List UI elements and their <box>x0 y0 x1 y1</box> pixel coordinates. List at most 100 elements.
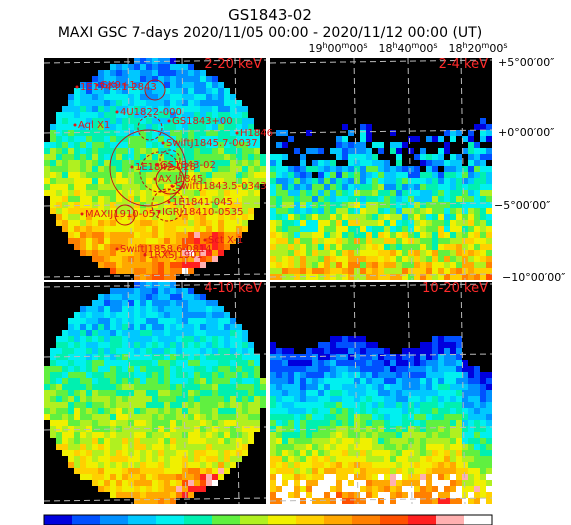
source-marker <box>167 119 171 123</box>
source-marker <box>157 210 161 214</box>
grid-line-dec <box>269 426 493 431</box>
source-marker <box>167 200 171 204</box>
colorbar <box>43 514 493 525</box>
source-label: SwiftJ1858.6-0814 <box>120 244 212 255</box>
colorbar-swatch <box>380 515 409 525</box>
dec-label-0: +0°00′00″ <box>498 126 554 139</box>
source-marker <box>75 85 79 89</box>
colorbar-swatch <box>100 515 129 525</box>
source-label: 1E1841-045 <box>172 197 233 208</box>
colorbar-swatch <box>240 515 269 525</box>
source-label: H1846 <box>240 128 273 139</box>
grid-line-dec <box>43 202 267 207</box>
grid-line-ra <box>234 281 240 505</box>
source-label: GS1843+00 <box>172 116 233 127</box>
source-label: SwiftJ1845.7-0037 <box>166 138 258 149</box>
source-circle <box>137 115 163 141</box>
grid-line-dec <box>269 283 493 288</box>
coordinate-grid <box>43 57 493 505</box>
grid-line-dec <box>43 273 267 278</box>
grid-line-ra <box>407 57 413 281</box>
grid-line-dec <box>269 59 493 64</box>
ra-tick-labels: 19h00m00s 18h40m00s 18h20m00s <box>308 41 507 56</box>
source-label: 4U1822-000 <box>120 107 182 118</box>
colorbar-swatch <box>268 515 297 525</box>
colorbar-swatch <box>128 515 157 525</box>
colorbar-swatch <box>296 515 325 525</box>
grid-line-ra <box>460 281 466 505</box>
grid-line-ra <box>353 281 359 505</box>
source-circle <box>159 149 181 171</box>
grid-line-dec <box>43 283 267 288</box>
source-circle <box>109 129 187 207</box>
source-marker <box>153 177 157 181</box>
source-label: GX9+1 <box>100 80 136 91</box>
grid-line-ra <box>127 57 133 281</box>
grid-line-ra <box>234 57 240 281</box>
ra-tick-label: 18h40m00s <box>378 41 437 56</box>
source-circle <box>114 204 136 226</box>
source-label: SwiftJ1843.5-0343 <box>175 181 267 192</box>
grid-line-ra <box>460 57 466 281</box>
panel-label-2-4kev: 2-4 keV <box>439 57 488 72</box>
grid-line-ra <box>353 57 359 281</box>
colorbar-swatch <box>352 515 381 525</box>
source-label: 1E1743.1-2843 <box>80 82 157 93</box>
colorbar-swatch <box>44 515 73 525</box>
source-label: MAXIJ1910-057 <box>85 209 161 220</box>
source-marker <box>95 83 99 87</box>
panel-2-4kev <box>270 58 492 280</box>
grid-line-ra <box>181 281 187 505</box>
grid-line-dec <box>43 426 267 431</box>
colorbar-swatch <box>184 515 213 525</box>
source-label: 1RXSJ1901 <box>148 250 203 261</box>
chart-subtitle: MAXI GSC 7-days 2020/11/05 00:00 - 2020/… <box>58 25 482 41</box>
sky-map-high <box>270 336 492 504</box>
colorbar-swatch <box>156 515 185 525</box>
chart-title: GS1843-02 <box>228 6 312 24</box>
sky-map-low <box>270 118 492 280</box>
source-circle <box>139 151 181 193</box>
dec-tick-labels: +5°00′00″ +0°00′00″ −5°00′00″ −10°00′00″ <box>494 56 565 284</box>
sky-map-disk-full <box>44 58 266 280</box>
colorbar-swatch <box>464 515 493 525</box>
grid-line-dec <box>269 273 493 278</box>
source-marker <box>80 212 84 216</box>
source-marker <box>115 110 119 114</box>
colorbar-frame <box>43 514 493 525</box>
grid-line-dec <box>269 353 493 358</box>
source-marker <box>203 238 207 242</box>
grid-line-ra <box>127 281 133 505</box>
colorbar-swatch <box>212 515 241 525</box>
source-label: IGRJ18410-0535 <box>162 207 243 218</box>
source-label: AX J1845 <box>158 174 203 185</box>
grid-line-dec <box>43 497 267 502</box>
source-label: Sct X-1 <box>208 235 243 246</box>
grid-line-dec <box>269 202 493 207</box>
source-marker <box>161 141 165 145</box>
panel-4-10kev <box>44 282 266 504</box>
source-circle <box>151 188 185 222</box>
colorbar-swatch <box>408 515 437 525</box>
source-label: Aql X1 <box>78 120 110 131</box>
panel-label-4-10kev: 4-10 keV <box>204 281 262 296</box>
source-marker <box>130 165 134 169</box>
panel-label-10-20kev: 10-20 keV <box>422 281 488 296</box>
source-marker <box>170 184 174 188</box>
grid-line-dec <box>43 353 267 358</box>
grid-line-dec <box>43 129 267 134</box>
source-marker <box>73 123 77 127</box>
source-circle <box>144 79 166 101</box>
grid-line-ra <box>407 281 413 505</box>
source-marker <box>143 253 147 257</box>
panel-10-20kev <box>270 282 492 504</box>
dec-label-minus5: −5°00′00″ <box>494 199 550 212</box>
source-label: GS1843-02 <box>160 160 216 171</box>
colorbar-swatch <box>324 515 353 525</box>
ra-tick-label: 18h20m00s <box>448 41 507 56</box>
panel-2-20kev <box>44 58 266 280</box>
sky-map-disk-mid <box>44 282 266 504</box>
grid-line-dec <box>43 59 267 64</box>
